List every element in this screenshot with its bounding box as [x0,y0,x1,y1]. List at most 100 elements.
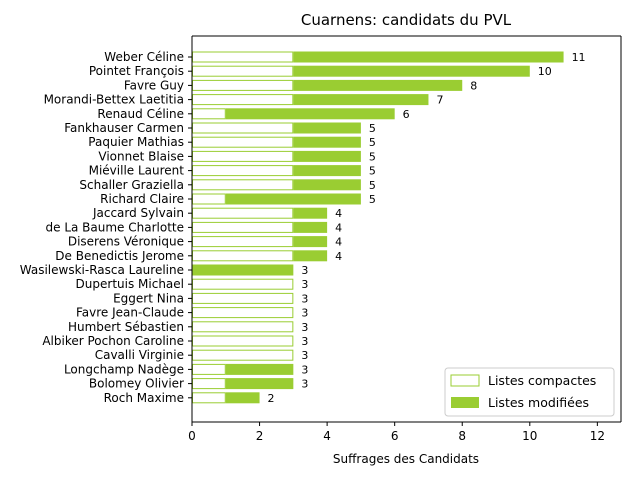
bar-compactes [192,378,226,390]
value-label: 5 [369,193,376,206]
bar-modifiees [293,51,564,63]
candidate-label: Cavalli Virginie [95,348,184,362]
x-axis-ticks: 0 2 4 6 8 10 12 [188,422,605,443]
candidate-label: Schaller Graziella [79,178,184,192]
x-axis-label: Suffrages des Candidats [333,452,479,466]
value-label: 3 [301,349,308,362]
candidate-label: Eggert Nina [113,291,184,305]
value-label: 10 [538,65,552,78]
candidate-label: Pointet François [89,64,184,78]
candidate-label: Albiker Pochon Caroline [42,334,184,348]
bar-modifiees [293,136,361,148]
value-label: 4 [335,207,342,220]
x-tick-label: 8 [458,429,466,443]
value-label: 5 [369,165,376,178]
value-label: 5 [369,122,376,135]
bar-modifiees [225,193,361,205]
candidate-label: Richard Claire [100,192,184,206]
value-label: 11 [572,51,586,64]
bar-modifiees [293,79,463,91]
bar-modifiees [293,65,530,77]
bar-compactes [192,150,294,162]
x-tick-label: 2 [256,429,264,443]
candidate-label: De Benedictis Jerome [55,249,184,263]
candidate-label: Renaud Céline [97,107,184,121]
candidate-label: Roch Maxime [104,391,184,405]
bar-compactes [192,335,294,347]
bar-compactes [192,221,294,233]
bar-compactes [192,136,294,148]
candidate-label: Vionnet Blaise [98,149,184,163]
bar-modifiees [293,221,328,233]
bar-compactes [192,165,294,177]
candidate-label: Diserens Véronique [68,235,184,249]
candidate-label: Jaccard Sylvain [92,206,184,220]
value-label: 8 [470,79,477,92]
candidate-label: Bolomey Olivier [89,377,184,391]
bar-compactes [192,108,226,120]
x-tick-label: 10 [522,429,537,443]
bar-compactes [192,51,294,63]
bar-compactes [192,321,294,333]
bar-modifiees [225,378,294,390]
bar-modifiees [225,108,395,120]
bar-modifiees [293,122,361,134]
value-label: 7 [436,94,443,107]
value-label: 4 [335,221,342,234]
value-label: 5 [369,150,376,163]
bar-compactes [192,193,226,205]
bar-compactes [192,122,294,134]
bar-compactes [192,236,294,248]
value-label: 3 [301,264,308,277]
legend-label-compactes: Listes compactes [488,373,596,388]
legend-label-modifiees: Listes modifiées [488,395,589,410]
bar-compactes [192,292,294,304]
candidate-label: Humbert Sébastien [68,320,184,334]
bar-compactes [192,207,294,219]
legend-frame [444,367,615,417]
bar-modifiees [293,250,328,262]
value-label: 3 [301,378,308,391]
candidate-label: Dupertuis Michael [76,277,184,291]
legend: Listes compactes Listes modifiées [444,367,615,417]
candidate-label: Paquier Mathias [88,135,184,149]
bar-compactes [192,79,294,91]
chart-title: Cuarnens: candidats du PVL [301,11,512,29]
bar-modifiees [293,94,429,106]
value-label: 2 [268,392,275,405]
candidate-label: de La Baume Charlotte [46,220,185,234]
bar-compactes [192,363,226,375]
bar-modifiees [293,207,328,219]
bar-modifiees [225,392,260,404]
value-label: 4 [335,236,342,249]
candidate-label: Wasilewski-Rasca Laureline [20,263,184,277]
x-tick-label: 6 [391,429,399,443]
candidate-label: Favre Guy [124,78,184,92]
candidate-label: Fankhauser Carmen [64,121,184,135]
bar-compactes [192,278,294,290]
value-label: 4 [335,250,342,263]
bar-compactes [192,250,294,262]
x-tick-label: 12 [590,429,605,443]
bar-compactes [192,349,294,361]
value-label: 3 [301,307,308,320]
bar-modifiees [293,150,361,162]
value-label: 3 [301,321,308,334]
value-label: 6 [403,108,410,121]
bar-compactes [192,65,294,77]
legend-swatch-modifiees [451,397,479,408]
bar-modifiees [293,236,328,248]
candidate-label: Morandi-Bettex Laetitia [44,93,184,107]
value-label: 3 [301,335,308,348]
value-label: 3 [301,278,308,291]
bar-compactes [192,94,294,106]
x-tick-label: 0 [188,429,196,443]
x-tick-label: 4 [323,429,331,443]
bar-compactes [192,307,294,319]
bar-modifiees [293,165,361,177]
axes [188,35,622,423]
bar-modifiees [225,363,294,375]
